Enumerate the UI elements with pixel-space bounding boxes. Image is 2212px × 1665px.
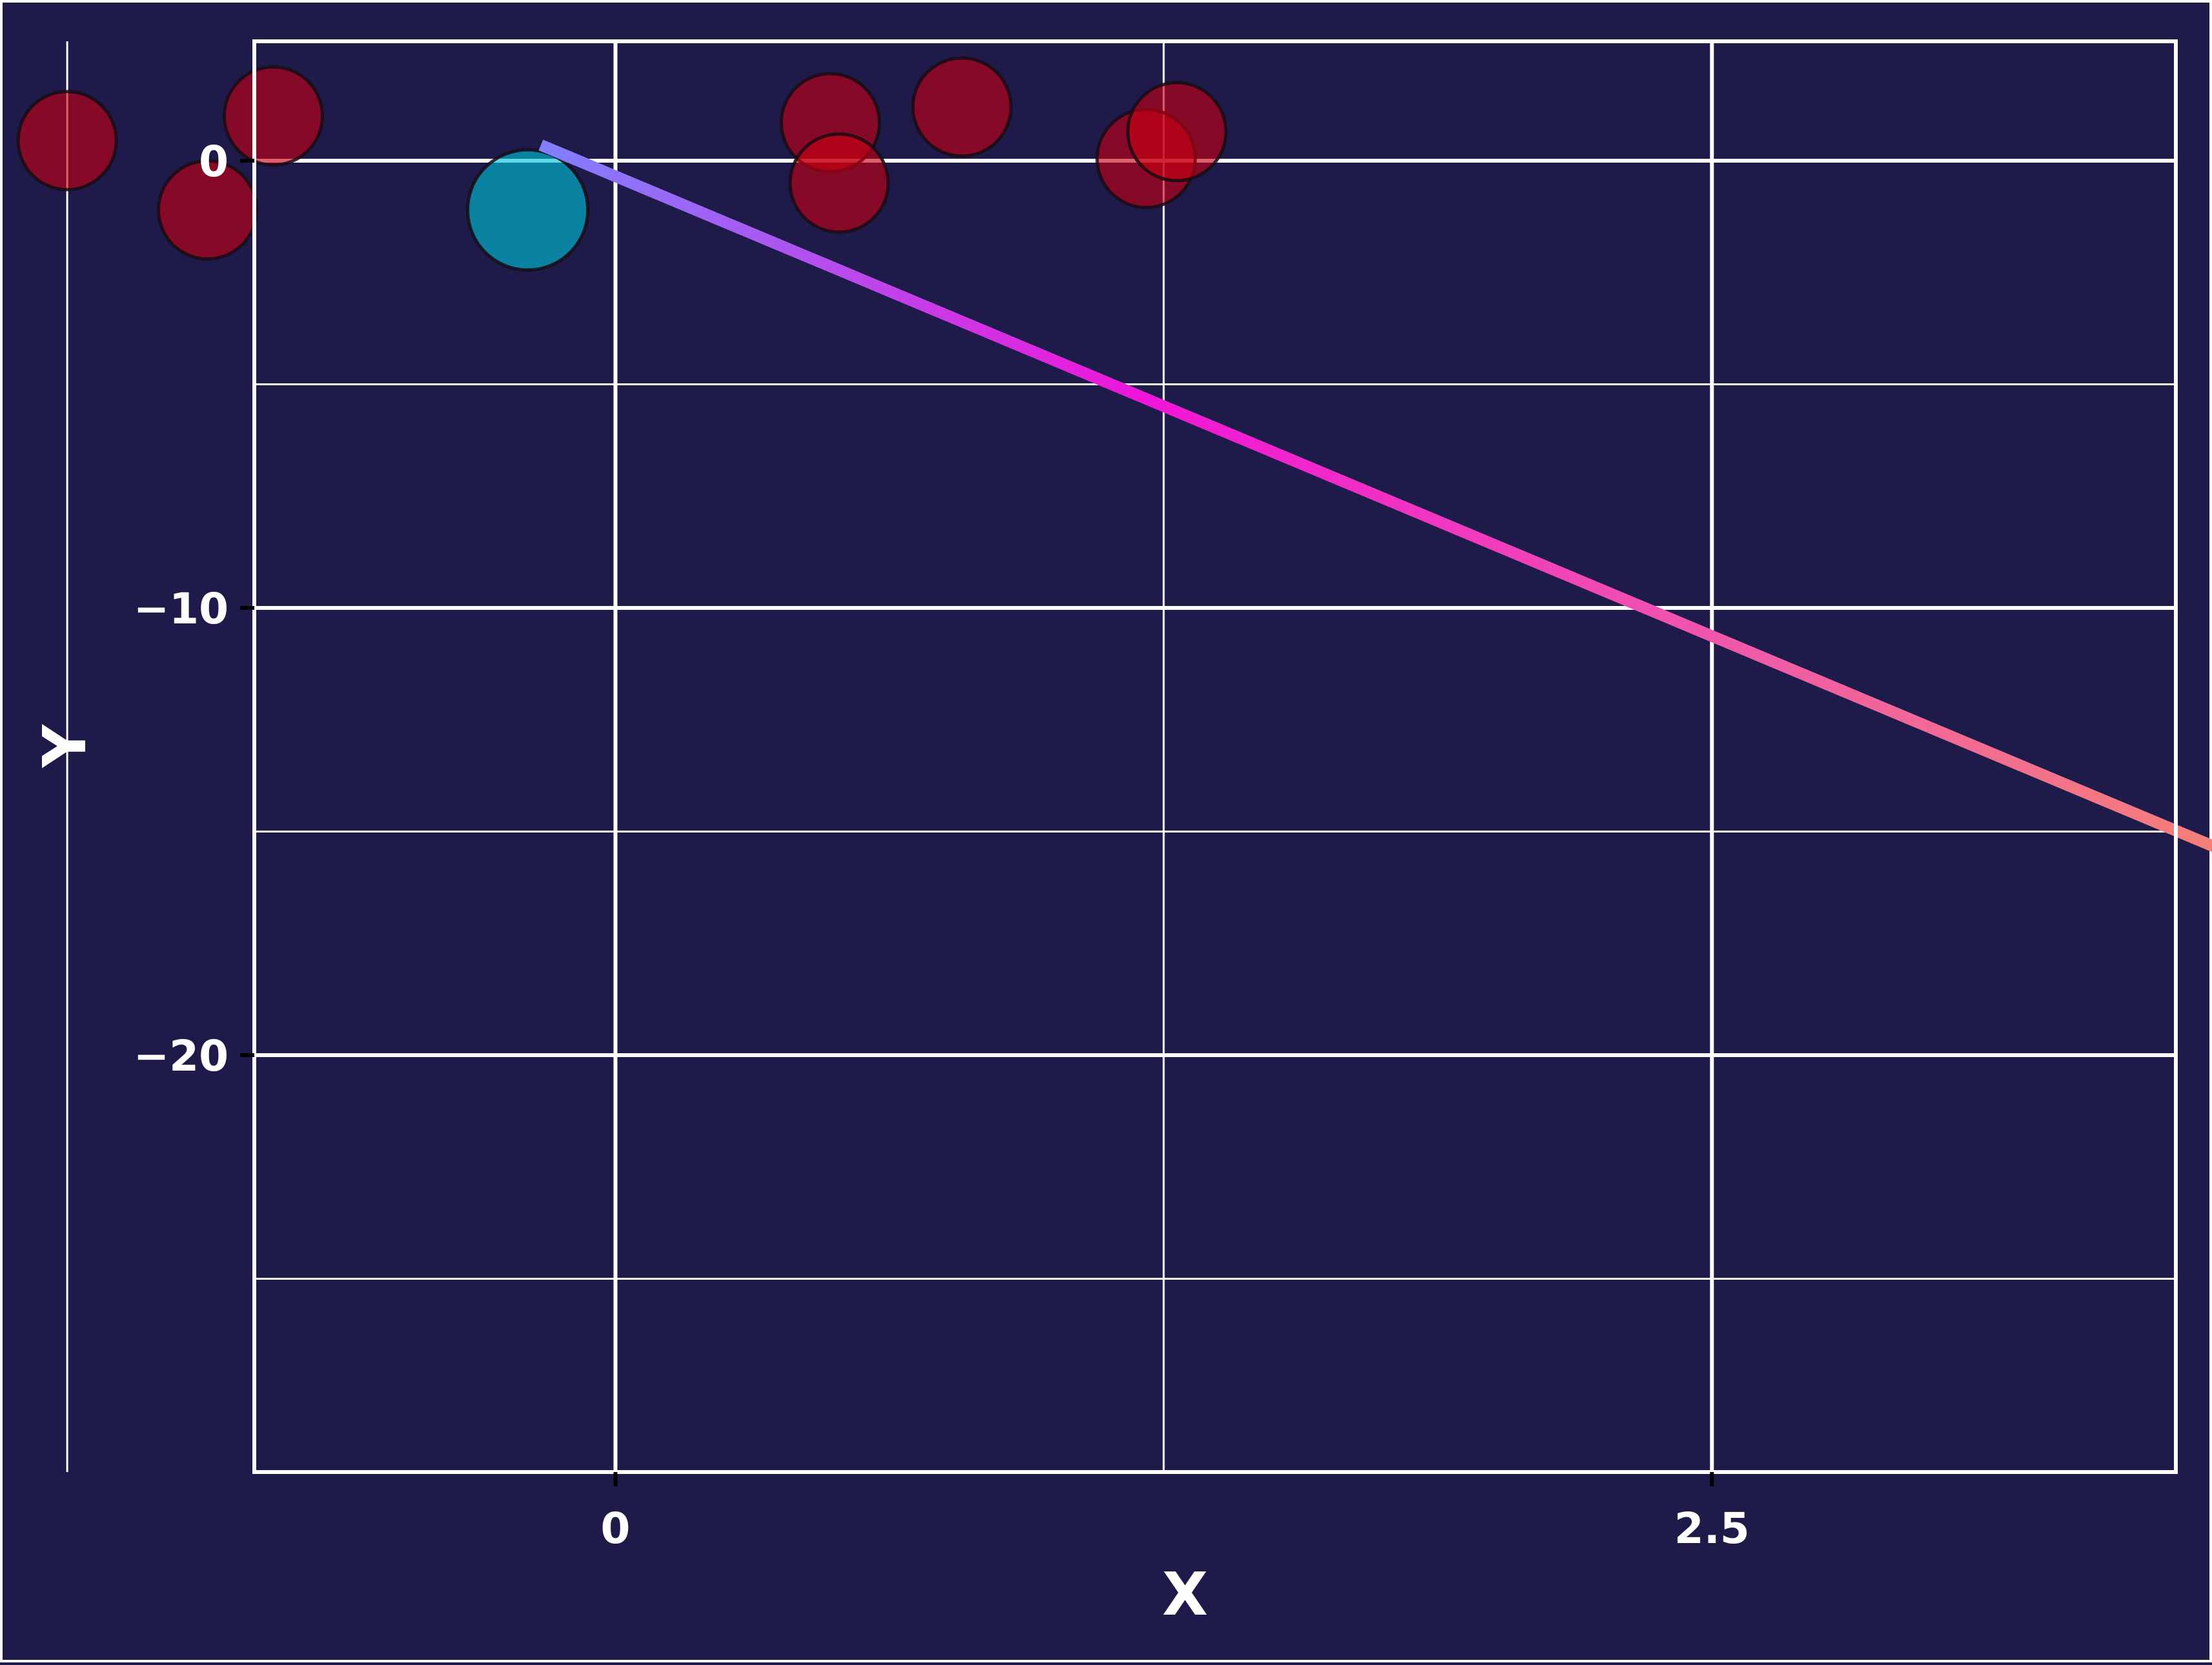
plot-frame	[252, 39, 2178, 1474]
y-axis-label: Y	[30, 723, 99, 768]
data-point	[16, 90, 118, 192]
y-tick-label: −10	[134, 584, 228, 634]
x-tick-label: 0	[601, 1504, 631, 1553]
chart-svg: 02.550−10−20 X Y	[16, 39, 2212, 1629]
grid-layer	[66, 41, 2176, 1472]
data-point	[157, 159, 259, 261]
y-tick-label: 0	[199, 137, 228, 187]
data-point	[788, 132, 890, 234]
y-tick-label: −20	[134, 1031, 228, 1081]
frame-layer	[252, 39, 2178, 1474]
x-axis-label: X	[1162, 1560, 1208, 1629]
trend-line	[538, 139, 2212, 853]
data-layer	[16, 56, 2212, 853]
tick-layer: 02.550−10−20	[134, 137, 1750, 1553]
data-point	[911, 56, 1013, 158]
x-tick-label: 2.5	[1674, 1504, 1750, 1553]
data-point	[1126, 81, 1228, 183]
highlight-point	[466, 148, 590, 272]
data-point	[222, 65, 324, 167]
